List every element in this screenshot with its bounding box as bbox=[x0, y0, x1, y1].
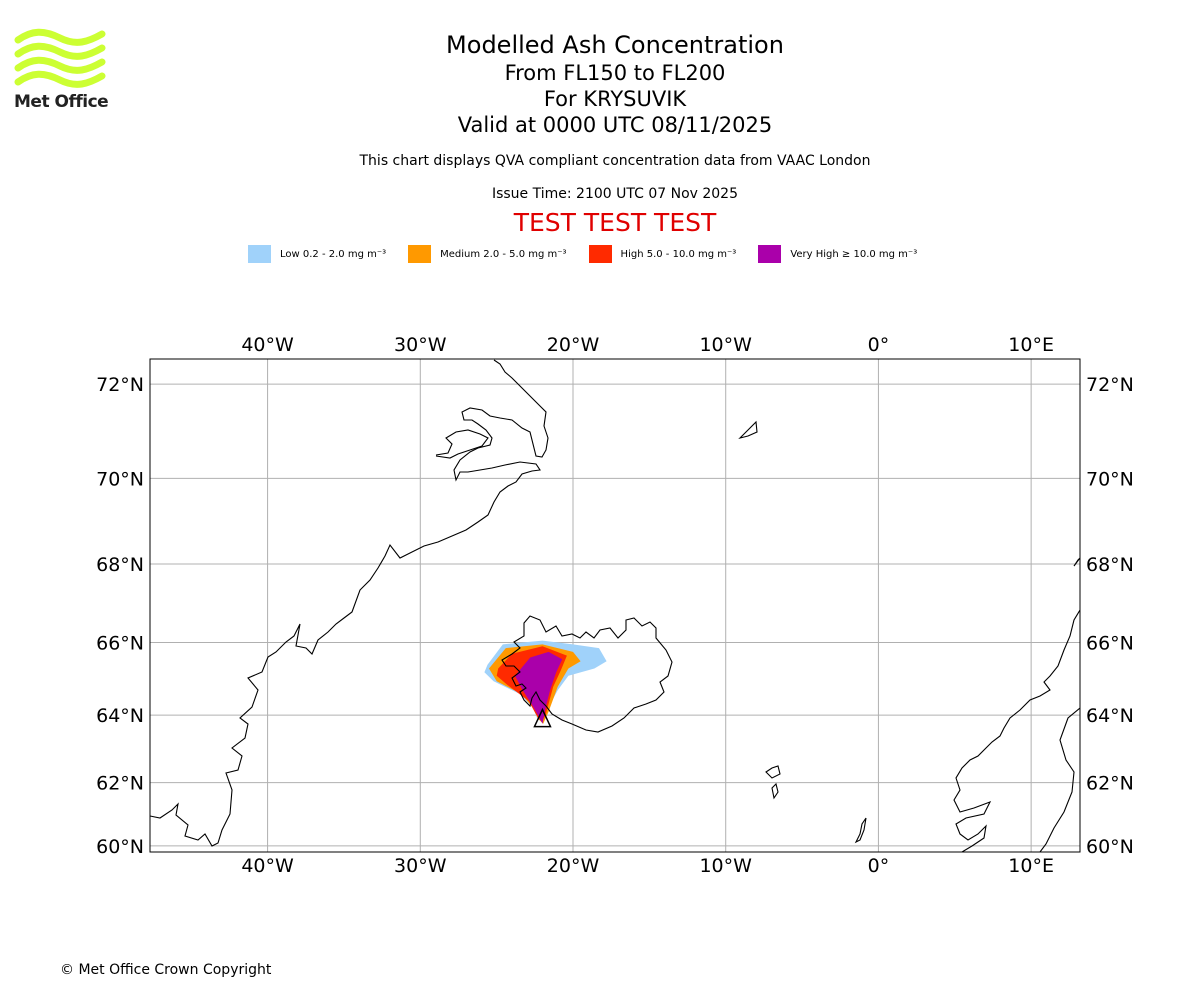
coastline-jan-mayen bbox=[738, 420, 758, 440]
legend-label: Medium 2.0 - 5.0 mg m⁻³ bbox=[440, 248, 567, 260]
ash-region-very-high bbox=[515, 651, 563, 724]
lat-label-left: 72°N bbox=[96, 374, 144, 396]
concentration-legend: Low 0.2 - 2.0 mg m⁻³ Medium 2.0 - 5.0 mg … bbox=[248, 244, 939, 264]
logo-wave-3 bbox=[14, 56, 106, 74]
valid-time: Valid at 0000 UTC 08/11/2025 bbox=[457, 113, 773, 137]
lat-label-right: 60°N bbox=[1086, 836, 1134, 858]
legend-item: Low 0.2 - 2.0 mg m⁻³ bbox=[248, 245, 386, 263]
lat-label-right: 72°N bbox=[1086, 374, 1134, 396]
lat-label-right: 66°N bbox=[1086, 632, 1134, 654]
logo-wave-4 bbox=[14, 70, 106, 88]
legend-label: High 5.0 - 10.0 mg m⁻³ bbox=[620, 248, 737, 260]
lon-label-bottom: 10°E bbox=[1008, 855, 1054, 877]
lon-label-bottom: 40°W bbox=[241, 855, 294, 877]
lat-label-left: 68°N bbox=[96, 554, 144, 576]
lon-label-top: 30°W bbox=[394, 334, 447, 356]
issue-time: Issue Time: 2100 UTC 07 Nov 2025 bbox=[491, 186, 739, 202]
coastline-sweden bbox=[1039, 707, 1080, 852]
ash-concentration-map: 40°W 40°W 30°W 30°W 20°W 20°W 10°W 10°W 0° 0° 10°E… bbox=[96, 334, 1134, 877]
lat-label-left: 64°N bbox=[96, 705, 144, 727]
lon-label-top: 0° bbox=[868, 334, 890, 356]
lon-label-bottom: 20°W bbox=[547, 855, 600, 877]
legend-swatch bbox=[408, 245, 432, 263]
lon-label-top: 10°E bbox=[1008, 334, 1054, 356]
legend-label: Low 0.2 - 2.0 mg m⁻³ bbox=[280, 248, 387, 260]
lon-label-top: 20°W bbox=[547, 334, 600, 356]
lon-label-top: 40°W bbox=[241, 334, 294, 356]
lon-label-top: 10°W bbox=[699, 334, 752, 356]
coastline-iceland bbox=[501, 615, 673, 733]
chart-title: Modelled Ash Concentration bbox=[446, 31, 784, 59]
coastline-norway-north bbox=[1073, 557, 1080, 567]
coastline-shetland bbox=[854, 817, 867, 844]
legend-label: Very High ≥ 10.0 mg m⁻³ bbox=[790, 248, 918, 260]
axis-labels: 40°W 40°W 30°W 30°W 20°W 20°W 10°W 10°W 0° 0° 10°E… bbox=[96, 334, 1134, 877]
coastline-faroe bbox=[765, 765, 781, 800]
met-office-logo bbox=[14, 28, 106, 88]
graticule bbox=[150, 359, 1080, 852]
lon-label-bottom: 10°W bbox=[699, 855, 752, 877]
lon-label-bottom: 0° bbox=[868, 855, 890, 877]
lon-label-bottom: 30°W bbox=[394, 855, 447, 877]
lat-label-left: 62°N bbox=[96, 773, 144, 795]
map-frame bbox=[149, 358, 1081, 853]
coastline-greenland bbox=[150, 359, 549, 847]
coastlines bbox=[150, 359, 1080, 852]
legend-item: Very High ≥ 10.0 mg m⁻³ bbox=[758, 245, 917, 263]
lat-label-right: 64°N bbox=[1086, 705, 1134, 727]
chart-header: Modelled Ash Concentration From FL150 to… bbox=[0, 30, 1200, 237]
lat-label-right: 70°N bbox=[1086, 468, 1134, 490]
lat-label-right: 68°N bbox=[1086, 554, 1134, 576]
map-background bbox=[150, 359, 1080, 852]
legend-swatch bbox=[248, 245, 271, 263]
coastline-greenland-fjord bbox=[435, 429, 489, 459]
legend-item: Medium 2.0 - 5.0 mg m⁻³ bbox=[408, 245, 567, 263]
chart-subtitle: This chart displays QVA compliant concen… bbox=[359, 153, 871, 169]
legend-swatch bbox=[758, 245, 782, 263]
volcano-marker bbox=[533, 707, 552, 728]
lat-label-left: 60°N bbox=[96, 836, 144, 858]
logo-wave-2 bbox=[14, 42, 106, 60]
volcano-triangle bbox=[533, 707, 552, 728]
lat-label-left: 70°N bbox=[96, 468, 144, 490]
volcano-name: For KRYSUVIK bbox=[543, 87, 687, 111]
ash-contours bbox=[484, 640, 607, 724]
flight-level-range: From FL150 to FL200 bbox=[504, 61, 726, 85]
test-banner: TEST TEST TEST bbox=[513, 208, 717, 237]
logo-wordmark: Met Office bbox=[14, 92, 109, 112]
lat-label-left: 66°N bbox=[96, 632, 144, 654]
coastline-norway bbox=[953, 609, 1080, 852]
logo-wave-1 bbox=[14, 28, 106, 46]
legend-swatch bbox=[588, 245, 612, 263]
legend-item: High 5.0 - 10.0 mg m⁻³ bbox=[588, 245, 737, 263]
lat-label-right: 62°N bbox=[1086, 773, 1134, 795]
copyright-notice: © Met Office Crown Copyright bbox=[60, 962, 272, 978]
